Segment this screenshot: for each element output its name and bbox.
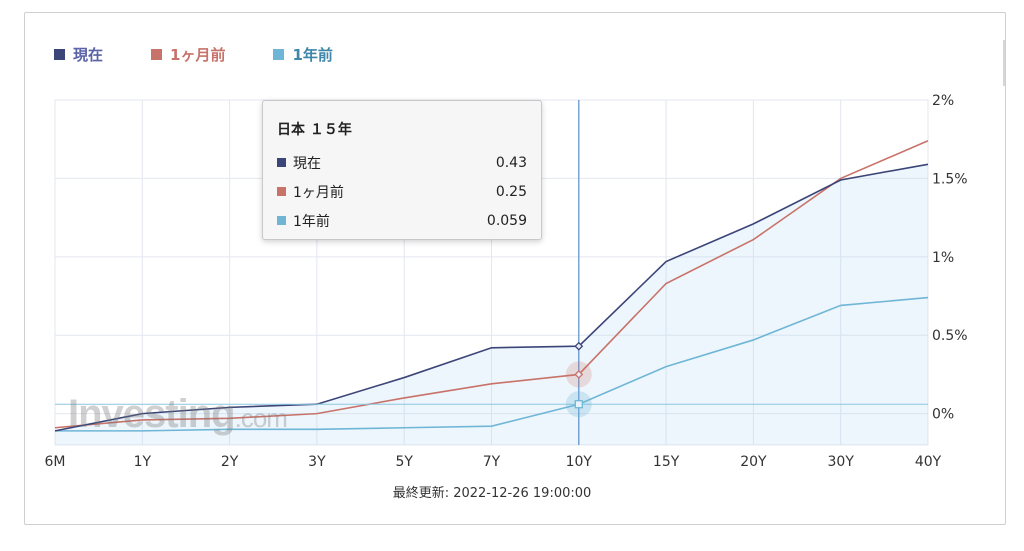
legend-item-1-year-ago[interactable]: 1年前 (273, 44, 333, 65)
tooltip-swatch-current (277, 158, 286, 167)
chart-markers (565, 341, 592, 418)
last-updated-text: 最終更新: 2022-12-26 19:00:00 (392, 486, 592, 501)
tooltip-value-1-year-ago: 0.059 (486, 212, 527, 229)
x-axis-ticks: 6M 1Y 2Y 3Y 5Y 7Y 10Y 15Y 20Y 30Y 40Y (45, 454, 942, 470)
legend-label-1-month-ago: 1ヶ月前 (170, 46, 226, 64)
data-point-marker (574, 370, 584, 379)
legend-label-1-year-ago: 1年前 (292, 46, 333, 64)
legend-item-current[interactable]: 現在 (54, 44, 103, 65)
data-point-marker (574, 400, 583, 409)
chart-area-fill (55, 164, 928, 445)
watermark-suffix: .com (234, 403, 288, 433)
x-tick-label: 7Y (483, 454, 501, 470)
area-fill-current (55, 164, 928, 445)
tooltip-value-1-month-ago: 0.25 (495, 183, 527, 200)
chart-series-lines (54, 140, 929, 432)
tooltip-label-1-month-ago: 1ヶ月前 (293, 184, 344, 201)
chart-legend: 現在 1ヶ月前 1年前 (54, 44, 333, 65)
x-tick-label: 1Y (134, 454, 152, 470)
y-tick-label: 1% (932, 250, 954, 266)
x-tick-label: 3Y (308, 454, 326, 470)
tooltip-title: 日本 １５年 (277, 122, 352, 138)
series-line (54, 140, 929, 429)
y-axis-ticks: 2% 1.5% 1% 0.5% 0% (932, 93, 968, 423)
scrollbar[interactable] (1003, 40, 1005, 86)
x-tick-label: 40Y (915, 454, 942, 470)
x-tick-label: 15Y (653, 454, 680, 470)
tooltip-row-1-year-ago: 1年前 0.059 (277, 206, 527, 235)
y-tick-label: 2% (932, 93, 954, 109)
tooltip-label-current: 現在 (293, 155, 321, 172)
crosshair (55, 100, 928, 445)
y-tick-label: 0.5% (932, 328, 968, 344)
x-tick-label: 6M (45, 454, 66, 470)
legend-label-current: 現在 (73, 46, 104, 64)
legend-item-1-month-ago[interactable]: 1ヶ月前 (151, 44, 225, 65)
x-tick-label: 10Y (566, 454, 593, 470)
tooltip-value-current: 0.43 (495, 154, 527, 171)
tooltip-label-1-year-ago: 1年前 (293, 213, 330, 230)
legend-swatch-1-month-ago (151, 49, 163, 60)
y-tick-label: 1.5% (932, 171, 968, 187)
x-tick-label: 20Y (740, 454, 767, 470)
tooltip-row-current: 現在 0.43 (277, 148, 527, 177)
tooltip-swatch-1-month-ago (277, 187, 286, 196)
chart-frame (24, 12, 1006, 525)
x-tick-label: 2Y (221, 454, 239, 470)
investing-watermark: Investing.com (68, 392, 288, 437)
y-tick-label: 0% (932, 407, 954, 423)
x-tick-label: 5Y (395, 454, 413, 470)
tooltip-row-1-month-ago: 1ヶ月前 0.25 (277, 177, 527, 206)
tooltip-swatch-1-year-ago (277, 216, 286, 225)
watermark-brand: Investing (68, 392, 236, 436)
series-line (55, 296, 929, 432)
series-line (54, 163, 929, 432)
legend-swatch-1-year-ago (273, 49, 285, 60)
x-tick-label: 30Y (828, 454, 855, 470)
legend-swatch-current (54, 49, 65, 60)
data-point-marker (574, 341, 584, 351)
chart-tooltip: 日本 １５年 現在 0.43 1ヶ月前 0.25 1年前 0.059 (262, 100, 542, 240)
